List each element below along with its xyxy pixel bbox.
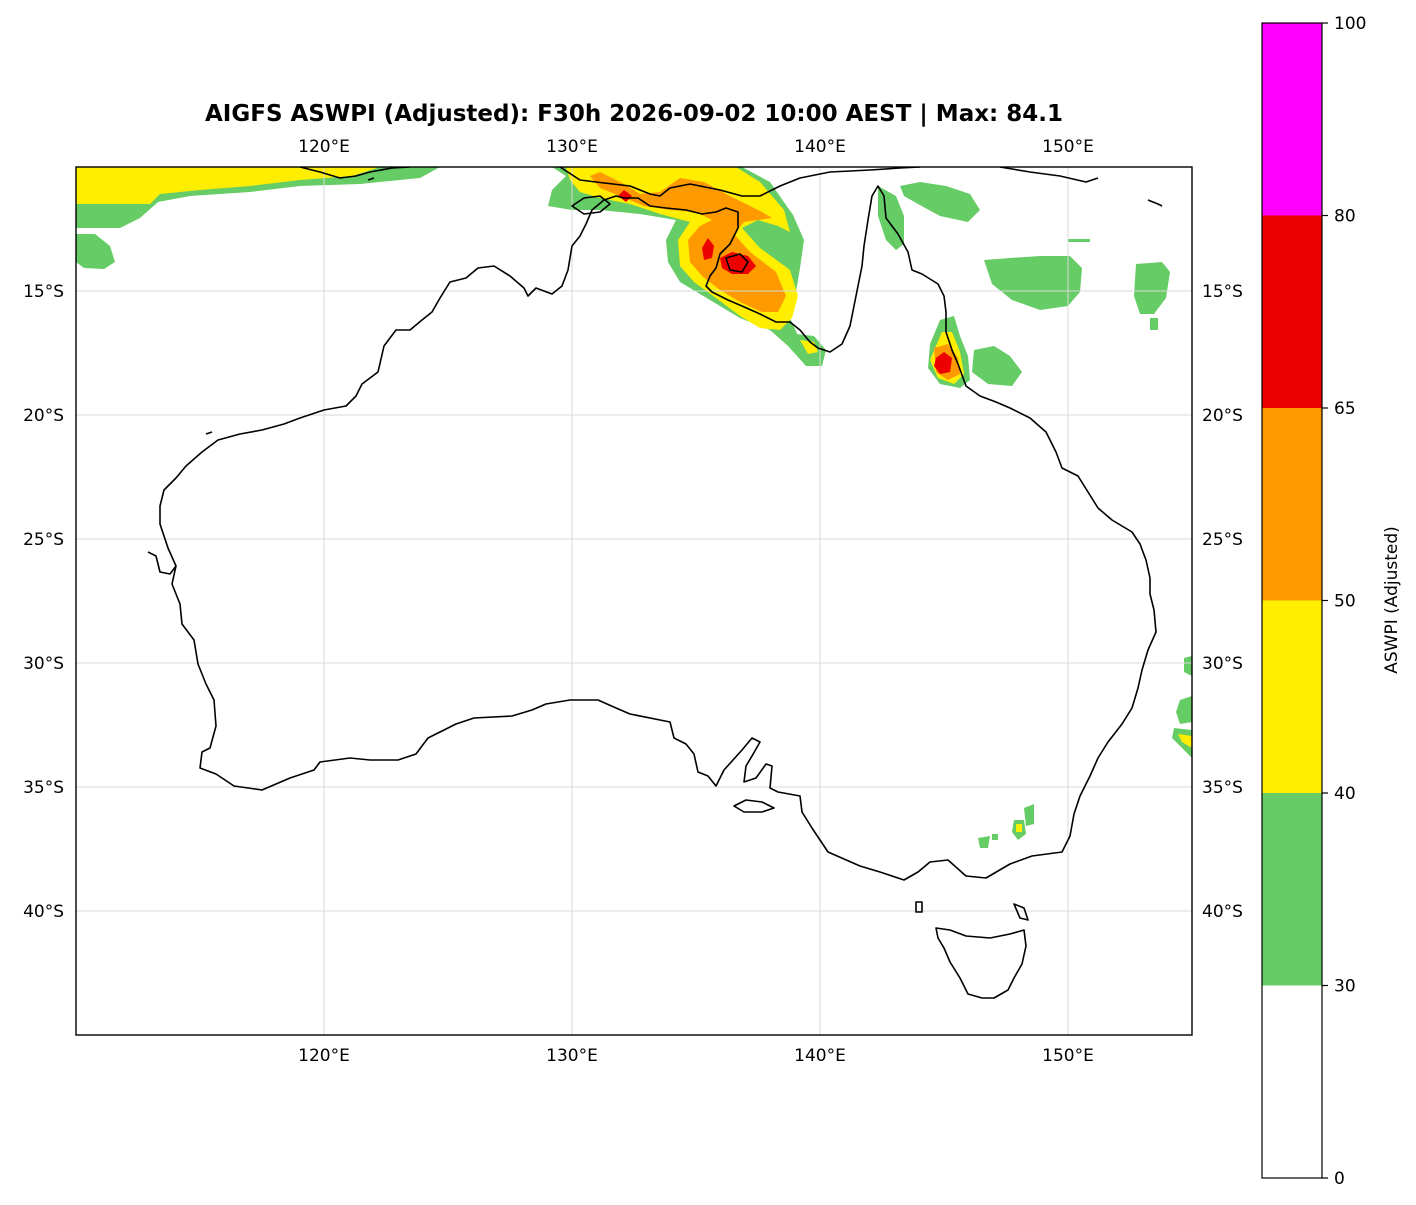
coastline-groote-eylandt xyxy=(725,253,749,273)
lon-tick-label-top: 140°E xyxy=(794,137,846,157)
lat-tick-label-left: 15°S xyxy=(23,282,64,302)
colorbar-tick-label: 30 xyxy=(1334,977,1356,997)
colorbar: 0 30 40 50 65 80 100 ASWPI (Adjusted) xyxy=(1261,14,1402,1189)
lon-tick-label-top: 120°E xyxy=(298,137,350,157)
colorbar-tick-label: 50 xyxy=(1334,592,1356,612)
colorbar-segment xyxy=(1262,408,1322,601)
coastline-new-guinea xyxy=(559,167,921,197)
aswpi-area-green xyxy=(1184,656,1192,676)
colorbar-segment xyxy=(1262,600,1322,793)
colorbar-tick-label: 40 xyxy=(1334,784,1356,804)
coastline-shark-bay xyxy=(147,551,177,575)
coastline-timor xyxy=(299,167,411,179)
lat-tick-label-right: 15°S xyxy=(1202,282,1243,302)
aswpi-area-green xyxy=(984,256,1082,310)
lat-tick-label-right: 20°S xyxy=(1202,406,1243,426)
aswpi-area-green xyxy=(1134,262,1170,314)
lat-tick-label-right: 35°S xyxy=(1202,778,1243,798)
lat-tick-label-right: 40°S xyxy=(1202,902,1243,922)
lat-tick-label-left: 20°S xyxy=(23,406,64,426)
coastline-islet xyxy=(1147,199,1163,207)
lat-tick-label-left: 35°S xyxy=(23,778,64,798)
longitude-labels-top: 120°E 130°E 140°E 150°E xyxy=(298,137,1094,157)
map-background xyxy=(76,167,1192,1035)
lat-tick-label-right: 25°S xyxy=(1202,530,1243,550)
aswpi-area-red xyxy=(618,190,632,202)
colorbar-ticks: 0 30 40 50 65 80 100 xyxy=(1322,14,1366,1189)
aswpi-area-yellow xyxy=(1016,824,1022,832)
aswpi-area-red xyxy=(934,352,952,374)
latitude-labels-right: 15°S 20°S 25°S 30°S 35°S 40°S xyxy=(1202,282,1243,922)
aswpi-area-green xyxy=(900,182,980,222)
lat-tick-label-right: 30°S xyxy=(1202,654,1243,674)
colorbar-segment xyxy=(1262,215,1322,408)
aswpi-area-green xyxy=(1176,696,1192,724)
lon-tick-label-bottom: 120°E xyxy=(298,1046,350,1066)
colorbar-tick-label: 100 xyxy=(1334,14,1366,34)
aswpi-area-green xyxy=(1024,804,1034,826)
aswpi-area-green xyxy=(978,836,990,848)
aswpi-area-green xyxy=(1150,318,1158,330)
graticule xyxy=(76,167,1192,1035)
latitude-labels-left: 15°S 20°S 25°S 30°S 35°S 40°S xyxy=(23,282,64,922)
coastline-mainland xyxy=(159,185,1157,881)
coastlines xyxy=(147,167,1163,999)
lat-tick-label-left: 40°S xyxy=(23,902,64,922)
aswpi-area-yellow xyxy=(800,340,818,354)
aswpi-area-green xyxy=(972,346,1022,386)
colorbar-tick-label: 65 xyxy=(1334,399,1356,419)
lon-tick-label-top: 130°E xyxy=(546,137,598,157)
longitude-labels-bottom: 120°E 130°E 140°E 150°E xyxy=(298,1046,1094,1066)
coastline-melville-island xyxy=(571,195,611,215)
aswpi-area-yellow xyxy=(76,167,380,204)
aswpi-area-green xyxy=(992,834,998,840)
colorbar-segment xyxy=(1262,985,1322,1178)
aswpi-area-green xyxy=(1068,239,1090,242)
map-title: AIGFS ASWPI (Adjusted): F30h 2026-09-02 … xyxy=(205,101,1063,127)
coastline-tasmania xyxy=(935,927,1027,999)
coastline-flinders-island xyxy=(1013,903,1029,921)
aswpi-area-yellow xyxy=(280,168,330,176)
coastline-solomon-coast xyxy=(999,167,1099,183)
colorbar-segment xyxy=(1262,793,1322,986)
coastline-king-island xyxy=(915,901,923,913)
lon-tick-label-bottom: 140°E xyxy=(794,1046,846,1066)
aswpi-area-orange xyxy=(590,172,786,312)
lon-tick-label-top: 150°E xyxy=(1042,137,1094,157)
coastline-islet xyxy=(205,431,213,435)
lat-tick-label-left: 25°S xyxy=(23,530,64,550)
coastline-kangaroo-island xyxy=(733,799,775,813)
colorbar-segments xyxy=(1262,23,1322,1178)
lat-tick-label-left: 30°S xyxy=(23,654,64,674)
aswpi-area-green xyxy=(76,234,115,269)
colorbar-label: ASWPI (Adjusted) xyxy=(1382,526,1402,674)
colorbar-tick-label: 80 xyxy=(1334,207,1356,227)
colorbar-tick-label: 0 xyxy=(1334,1169,1345,1189)
lon-tick-label-bottom: 130°E xyxy=(546,1046,598,1066)
map-frame xyxy=(75,166,1193,1036)
aswpi-area-yellow xyxy=(1178,734,1192,748)
colorbar-segment xyxy=(1262,23,1322,216)
aswpi-area-red xyxy=(702,238,714,260)
lon-tick-label-bottom: 150°E xyxy=(1042,1046,1094,1066)
map-panel: 120°E 130°E 140°E 150°E 120°E 130°E 140°E 150°… xyxy=(23,137,1243,1066)
coastline-islet xyxy=(367,177,375,181)
